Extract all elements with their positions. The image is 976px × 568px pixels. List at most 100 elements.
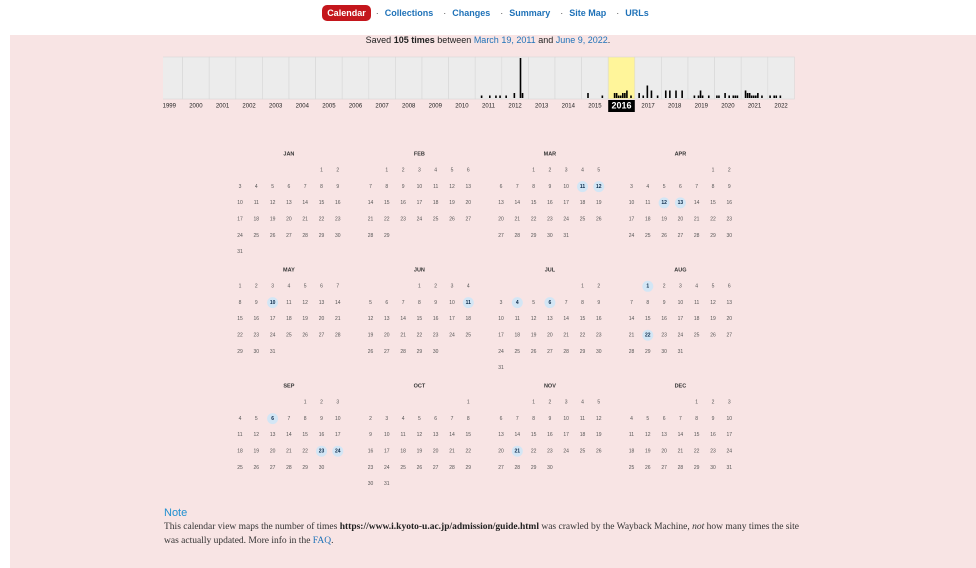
day[interactable]: 22 (645, 333, 651, 339)
day: 15 (466, 432, 472, 438)
day: 27 (678, 233, 684, 239)
capture-dot[interactable] (462, 297, 474, 309)
nav-tab[interactable]: Summary (495, 5, 555, 21)
capture-dot[interactable] (674, 197, 686, 209)
nav-tab[interactable]: URLs (611, 5, 654, 21)
month-label: SEP (283, 383, 294, 389)
year-label[interactable]: 2013 (535, 104, 549, 110)
year-label[interactable]: 1999 (163, 104, 177, 110)
day: 29 (302, 465, 308, 471)
day: 30 (661, 349, 667, 355)
year-column[interactable] (714, 56, 742, 100)
nav-tab[interactable]: Changes (438, 5, 495, 21)
year-label[interactable]: 2001 (216, 104, 230, 110)
year-label[interactable]: 2002 (242, 104, 256, 110)
year-column[interactable] (554, 56, 582, 100)
capture-dot[interactable] (332, 445, 344, 457)
year-column[interactable] (581, 56, 609, 100)
nav-tab[interactable]: Calendar (322, 5, 371, 21)
year-label[interactable]: 2007 (375, 104, 389, 110)
year-label[interactable]: 2021 (748, 104, 762, 110)
day[interactable]: 13 (678, 200, 684, 206)
year-label[interactable]: 2019 (695, 104, 709, 110)
day[interactable]: 6 (549, 300, 552, 306)
day: 2 (255, 284, 258, 290)
year-column[interactable] (607, 56, 636, 100)
day[interactable]: 21 (515, 449, 521, 455)
capture-dot[interactable] (511, 297, 523, 309)
year-column[interactable] (288, 56, 316, 100)
year-label[interactable]: 2016 (611, 100, 631, 110)
year-column[interactable] (421, 56, 449, 100)
day: 23 (368, 465, 374, 471)
year-column[interactable] (474, 56, 503, 100)
year-column[interactable] (767, 56, 795, 100)
capture-dot[interactable] (658, 197, 670, 209)
year-label[interactable]: 2011 (482, 104, 496, 110)
capture-dot[interactable] (642, 280, 654, 292)
year-label[interactable]: 2004 (296, 104, 310, 110)
month-label: OCT (414, 383, 426, 389)
year-label[interactable]: 2008 (402, 104, 416, 110)
year-label[interactable]: 2022 (774, 104, 788, 110)
year-column[interactable] (448, 56, 476, 100)
capture-dot[interactable] (642, 329, 654, 341)
year-column[interactable] (208, 56, 237, 100)
year-label[interactable]: 2020 (721, 104, 735, 110)
day[interactable]: 10 (270, 300, 276, 306)
day[interactable]: 12 (661, 200, 667, 206)
year-label[interactable]: 2015 (588, 104, 602, 110)
nav-tab[interactable]: Site Map (555, 5, 611, 21)
link[interactable]: March 19, 2011 (473, 35, 536, 45)
capture-dot[interactable] (544, 297, 556, 309)
link[interactable]: June 9, 2022 (555, 35, 608, 45)
day[interactable]: 4 (516, 300, 519, 306)
day: 19 (449, 200, 455, 206)
year-column[interactable] (528, 56, 556, 100)
nav-tab[interactable]: Collections (371, 5, 439, 21)
year-label[interactable]: 2012 (508, 104, 522, 110)
year-label[interactable]: 2010 (455, 104, 469, 110)
year-column[interactable] (156, 56, 183, 100)
day: 4 (467, 284, 470, 290)
year-label[interactable]: 2003 (269, 104, 283, 110)
day: 20 (466, 200, 472, 206)
year-column[interactable] (501, 56, 529, 100)
day: 18 (694, 316, 700, 322)
capture-dot[interactable] (511, 445, 523, 457)
day[interactable]: 11 (580, 184, 586, 190)
year-label[interactable]: 2000 (189, 104, 203, 110)
capture-dot[interactable] (267, 413, 279, 425)
day: 5 (597, 168, 600, 174)
day: 31 (678, 349, 684, 355)
capture-dot[interactable] (593, 181, 605, 193)
capture-dot[interactable] (316, 445, 327, 457)
link[interactable]: FAQ (312, 536, 332, 546)
capture-dot[interactable] (267, 297, 279, 309)
day[interactable]: 6 (271, 416, 274, 422)
day[interactable]: 24 (335, 449, 341, 455)
year-column[interactable] (235, 56, 263, 100)
day[interactable]: 12 (596, 184, 602, 190)
year-column[interactable] (262, 56, 290, 100)
day: 21 (678, 449, 684, 455)
year-column[interactable] (395, 56, 423, 100)
day: 14 (563, 316, 569, 322)
day[interactable]: 23 (319, 449, 325, 455)
capture-dot[interactable] (577, 181, 588, 193)
day: 2 (336, 168, 339, 174)
year-label[interactable]: 2009 (429, 104, 443, 110)
year-column[interactable] (341, 56, 370, 100)
year-column[interactable] (315, 56, 343, 100)
year-label[interactable]: 2018 (668, 104, 682, 110)
year-column[interactable] (182, 56, 210, 100)
year-label[interactable]: 2014 (562, 104, 576, 110)
day[interactable]: 11 (466, 300, 472, 306)
year-label[interactable]: 2017 (641, 104, 655, 110)
day: 10 (629, 200, 635, 206)
day[interactable]: 1 (646, 284, 649, 290)
year-label[interactable]: 2006 (349, 104, 363, 110)
year-column[interactable] (368, 56, 396, 100)
day: 23 (433, 333, 439, 339)
year-label[interactable]: 2005 (322, 104, 336, 110)
